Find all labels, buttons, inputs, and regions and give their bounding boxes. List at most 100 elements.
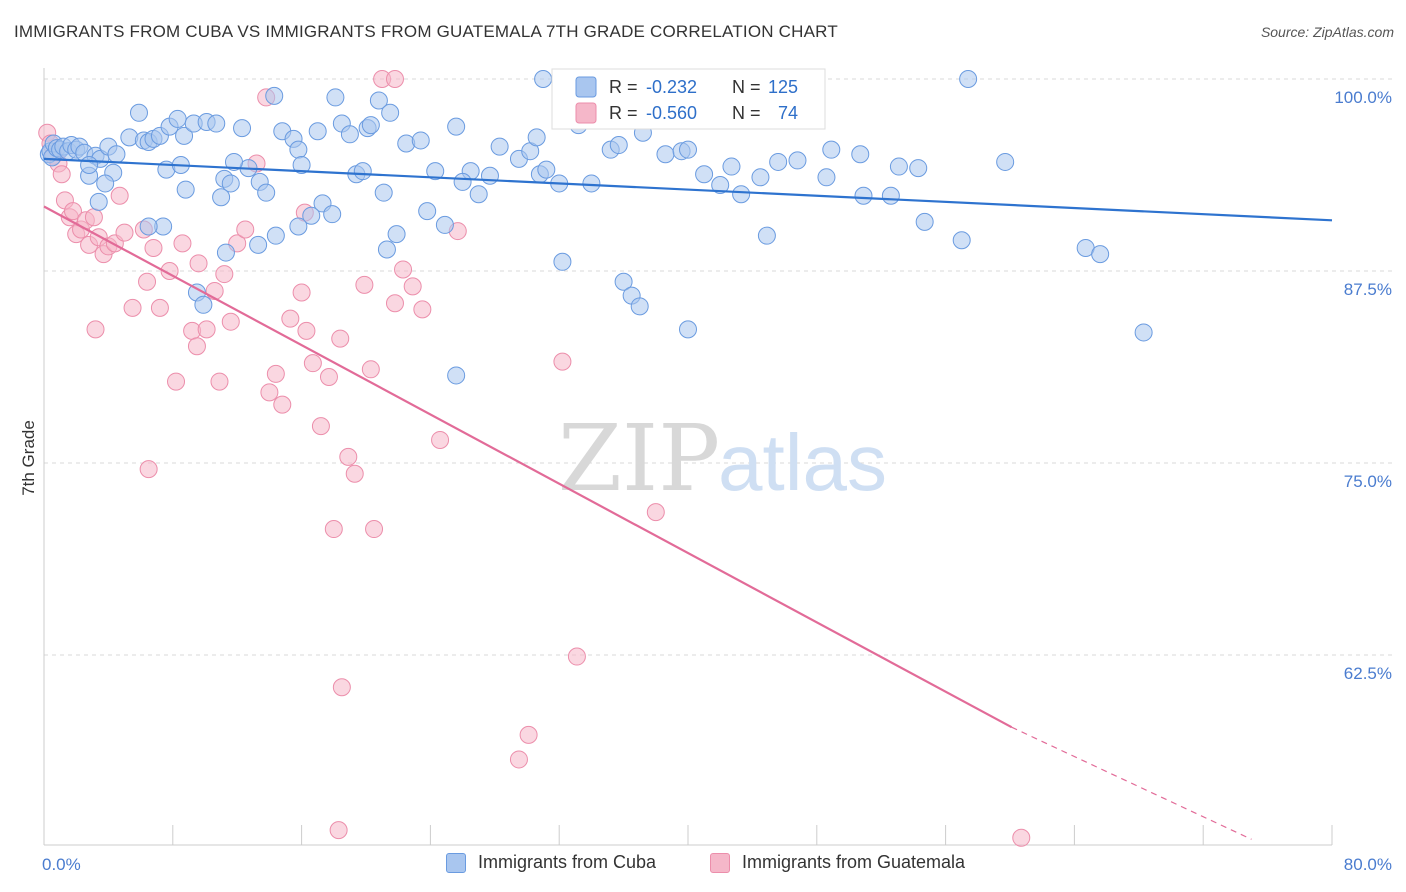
guatemala-point	[345, 464, 364, 483]
cuba-point	[308, 122, 327, 141]
cuba-point	[89, 192, 108, 211]
guatemala-point	[646, 503, 665, 522]
guatemala-point	[385, 70, 404, 88]
grid	[44, 78, 1392, 656]
legend-item-guatemala: Immigrants from Guatemala	[710, 852, 965, 873]
cuba-trend-line	[43, 157, 1333, 222]
guatemala-point	[319, 367, 338, 386]
cuba-point	[107, 145, 126, 164]
y-tick-label: 75.0%	[1344, 472, 1392, 491]
x-tick-label-max: 80.0%	[1344, 855, 1392, 874]
cuba-point	[411, 131, 430, 150]
cuba-point	[139, 217, 158, 236]
cuba-point	[323, 205, 342, 224]
guatemala-point	[260, 383, 279, 402]
cuba-point	[788, 151, 807, 170]
legend-swatch-cuba-bottom	[446, 852, 466, 873]
guatemala-point	[303, 354, 322, 373]
cuba-point	[387, 225, 406, 244]
guatemala-point	[187, 337, 206, 356]
source-label: Source: ZipAtlas.com	[1260, 24, 1394, 40]
cuba-point	[909, 159, 928, 178]
y-axis-title: 7th Grade	[19, 420, 38, 496]
cuba-point	[630, 297, 649, 316]
guatemala-point	[221, 312, 240, 331]
watermark-zip: ZIP	[558, 405, 720, 512]
cuba-point	[527, 128, 546, 147]
y-tick-label: 87.5%	[1344, 280, 1392, 299]
cuba-point	[822, 140, 841, 159]
guatemala-trend-line	[43, 205, 1013, 729]
cuba-point	[537, 160, 556, 179]
legend-r-value-guatemala: -0.560	[646, 103, 697, 123]
guatemala-point	[52, 165, 71, 184]
legend-n-value-guatemala: 74	[778, 103, 798, 123]
legend-swatch-cuba	[575, 76, 597, 98]
cuba-point	[257, 183, 276, 202]
stats-legend: R = -0.232 N = 125 R = -0.560 N = 74	[551, 68, 826, 130]
y-tick-label: 62.5%	[1344, 664, 1392, 683]
cuba-point	[353, 162, 372, 181]
legend-n-label-cuba: N =	[732, 77, 761, 97]
cuba-point	[289, 217, 308, 236]
guatemala-point	[138, 272, 157, 291]
legend-item-cuba: Immigrants from Cuba	[446, 852, 656, 873]
cuba-point	[656, 145, 675, 164]
cuba-point	[377, 240, 396, 259]
legend-label-guatemala: Immigrants from Guatemala	[742, 852, 966, 872]
guatemala-point	[123, 298, 142, 317]
guatemala-point	[236, 220, 255, 239]
cuba-point	[469, 185, 488, 204]
guatemala-point	[167, 372, 186, 391]
cuba-point	[959, 70, 978, 88]
cuba-point	[679, 140, 697, 159]
guatemala-point	[144, 238, 163, 257]
guatemala-point	[63, 202, 82, 221]
cuba-point	[340, 125, 359, 144]
cuba-point	[609, 136, 628, 155]
guatemala-point	[509, 750, 528, 769]
guatemala-point	[215, 265, 234, 284]
cuba-point	[915, 212, 934, 231]
cuba-point	[361, 116, 380, 135]
legend-n-label-guatemala: N =	[732, 103, 761, 123]
cuba-point	[374, 183, 393, 202]
cuba-point	[447, 366, 466, 385]
cuba-point	[96, 174, 115, 193]
series-legend: Immigrants from Cuba Immigrants from Gua…	[0, 852, 1406, 878]
cuba-point	[769, 152, 788, 171]
legend-r-value-cuba: -0.232	[646, 77, 697, 97]
guatemala-point	[567, 647, 586, 666]
cuba-point	[207, 114, 226, 133]
cuba-point	[168, 109, 187, 128]
guatemala-point	[365, 520, 384, 539]
legend-label-cuba: Immigrants from Cuba	[478, 852, 657, 872]
cuba-point	[732, 185, 751, 204]
cuba-point	[216, 243, 235, 262]
guatemala-point	[431, 430, 450, 449]
guatemala-point	[403, 277, 422, 296]
cuba-point	[751, 168, 770, 187]
cuba-point	[582, 174, 601, 193]
guatemala-point	[361, 360, 380, 379]
cuba-point	[369, 91, 388, 110]
guatemala-point	[324, 520, 343, 539]
cuba-point	[614, 272, 633, 291]
cuba-points	[39, 70, 1153, 385]
cuba-point	[435, 215, 454, 234]
cuba-point	[447, 117, 466, 136]
cuba-point	[722, 157, 741, 176]
trend-lines	[43, 157, 1333, 840]
cuba-point	[679, 320, 697, 339]
guatemala-point	[331, 329, 350, 348]
cuba-point	[817, 168, 836, 187]
guatemala-point	[150, 298, 169, 317]
cuba-point	[233, 119, 252, 138]
guatemala-point	[173, 234, 192, 253]
cuba-point	[249, 235, 268, 254]
legend-swatch-guatemala-bottom	[710, 852, 730, 873]
legend-n-value-cuba: 125	[768, 77, 798, 97]
cuba-point	[553, 252, 572, 271]
guatemala-point	[189, 254, 208, 273]
